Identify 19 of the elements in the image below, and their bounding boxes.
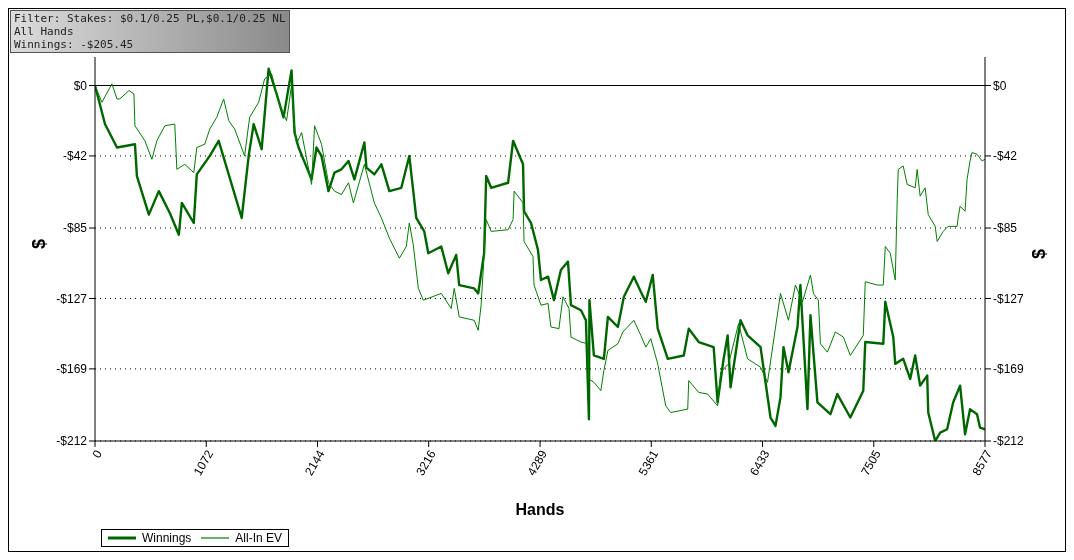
x-axis-title: Hands (515, 501, 565, 518)
info-box: Filter: Stakes: $0.1/0.25 PL,$0.1/0.25 NL All Hands Winnings: -$205.45 (10, 10, 290, 53)
legend-label: Winnings (141, 531, 192, 545)
y2-tick-label: $0 (993, 78, 1007, 93)
y-tick-label: -$212 (56, 434, 88, 449)
y2-tick-label: -$85 (993, 221, 1018, 236)
y-tick-label: $0 (73, 78, 88, 93)
y2-tick-label: -$42 (993, 149, 1018, 164)
x-tick-label: 0 (89, 447, 106, 461)
y2-tick-label: -$169 (993, 362, 1025, 377)
y2-axis-title: $ (1029, 249, 1050, 260)
y-tick-label: -$127 (56, 291, 88, 306)
y2-tick-label: -$127 (993, 291, 1025, 306)
y2-tick-label: -$212 (993, 434, 1025, 449)
y-tick-label: -$169 (56, 362, 88, 377)
y-axis-title: $ (29, 238, 50, 249)
legend-label: All-In EV (234, 531, 283, 545)
y-tick-label: -$85 (62, 221, 88, 236)
y-tick-label: -$42 (62, 149, 88, 164)
